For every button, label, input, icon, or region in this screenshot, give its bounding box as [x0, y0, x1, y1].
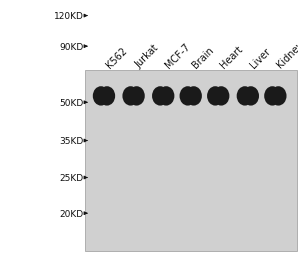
Text: Liver: Liver	[248, 46, 272, 70]
Bar	[85, 71, 297, 251]
FancyBboxPatch shape	[210, 93, 226, 100]
Text: Brain: Brain	[191, 45, 216, 70]
FancyBboxPatch shape	[183, 93, 198, 100]
FancyBboxPatch shape	[126, 93, 142, 100]
Text: MCF-7: MCF-7	[163, 41, 192, 70]
FancyBboxPatch shape	[96, 93, 112, 100]
Ellipse shape	[128, 87, 145, 106]
Text: 25KD: 25KD	[59, 173, 83, 182]
Text: Heart: Heart	[218, 44, 245, 70]
Text: 50KD: 50KD	[59, 98, 83, 107]
Ellipse shape	[179, 87, 196, 106]
Text: K562: K562	[104, 45, 129, 70]
Ellipse shape	[93, 87, 109, 106]
Text: 20KD: 20KD	[59, 209, 83, 218]
Ellipse shape	[207, 87, 224, 106]
Ellipse shape	[264, 87, 280, 106]
Ellipse shape	[152, 87, 168, 106]
Ellipse shape	[158, 87, 174, 106]
FancyBboxPatch shape	[240, 93, 256, 100]
Ellipse shape	[185, 87, 202, 106]
Ellipse shape	[99, 87, 115, 106]
Ellipse shape	[122, 87, 139, 106]
Ellipse shape	[270, 87, 286, 106]
Text: 120KD: 120KD	[54, 12, 83, 21]
Ellipse shape	[237, 87, 253, 106]
Text: 35KD: 35KD	[59, 136, 83, 146]
Text: 90KD: 90KD	[59, 42, 83, 52]
Ellipse shape	[213, 87, 229, 106]
FancyBboxPatch shape	[268, 93, 283, 100]
Text: Kidney: Kidney	[275, 39, 298, 70]
FancyBboxPatch shape	[155, 93, 171, 100]
Ellipse shape	[243, 87, 259, 106]
Text: Jurkat: Jurkat	[134, 43, 161, 70]
